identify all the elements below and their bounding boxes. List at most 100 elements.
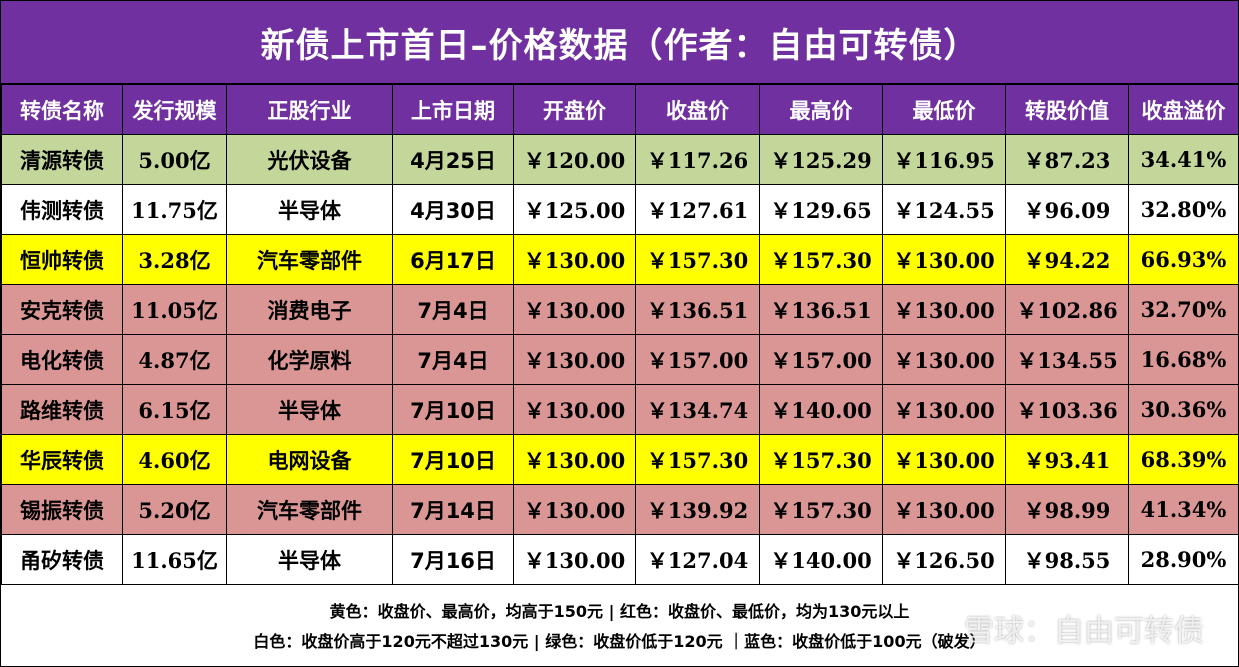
cell-list-date: 7月4日: [392, 334, 514, 385]
bond-price-table: 转债名称 发行规模 正股行业 上市日期 开盘价 收盘价 最高价 最低价 转股价值 收盘溢价 清源转…: [1, 84, 1239, 585]
cell-premium: 34.41%: [1128, 134, 1239, 185]
cell-high: ￥157.00: [759, 334, 883, 385]
cell-high: ￥125.29: [759, 134, 883, 185]
cell-issue-size: 6.15亿: [122, 384, 227, 435]
legend-line-1: 黄色：收盘价、最高价，均高于150元 | 红色：收盘价、最低价，均为130元以上: [329, 601, 910, 621]
cell-name: 路维转债: [1, 384, 123, 435]
cell-open: ￥130.00: [513, 434, 636, 485]
cell-open: ￥130.00: [513, 284, 636, 335]
cell-premium: 66.93%: [1128, 234, 1239, 285]
header-col-premium: 收盘溢价: [1128, 84, 1239, 135]
cell-high: ￥157.30: [759, 434, 883, 485]
cell-high: ￥140.00: [759, 534, 883, 585]
cell-high: ￥157.30: [759, 234, 883, 285]
cell-name: 清源转债: [1, 134, 123, 185]
header-row: 转债名称 发行规模 正股行业 上市日期 开盘价 收盘价 最高价 最低价 转股价值 收盘溢价: [1, 84, 1239, 135]
cell-open: ￥130.00: [513, 384, 636, 435]
cell-industry: 半导体: [226, 534, 393, 585]
cell-issue-size: 4.87亿: [122, 334, 227, 385]
cell-list-date: 6月17日: [392, 234, 514, 285]
cell-name: 电化转债: [1, 334, 123, 385]
cell-low: ￥126.50: [882, 534, 1006, 585]
cell-close: ￥117.26: [635, 134, 760, 185]
cell-issue-size: 5.20亿: [122, 484, 227, 535]
cell-close: ￥136.51: [635, 284, 760, 335]
cell-list-date: 7月16日: [392, 534, 514, 585]
cell-list-date: 4月30日: [392, 184, 514, 235]
header-col-conversion-value: 转股价值: [1005, 84, 1129, 135]
table-row: 路维转债 6.15亿 半导体 7月10日 ￥130.00 ￥134.74 ￥140.00 ￥1…: [1, 384, 1239, 435]
cell-industry: 化学原料: [226, 334, 393, 385]
cell-open: ￥125.00: [513, 184, 636, 235]
cell-conversion-value: ￥103.36: [1005, 384, 1129, 435]
cell-name: 伟测转债: [1, 184, 123, 235]
table-body: 清源转债 5.00亿 光伏设备 4月25日 ￥120.00 ￥117.26 ￥125.29 ￥…: [1, 134, 1239, 585]
cell-high: ￥140.00: [759, 384, 883, 435]
table-row: 甬矽转债 11.65亿 半导体 7月16日 ￥130.00 ￥127.04 ￥140.00 ￥…: [1, 534, 1239, 585]
cell-issue-size: 11.75亿: [122, 184, 227, 235]
cell-industry: 汽车零部件: [226, 234, 393, 285]
header-col-industry: 正股行业: [226, 84, 393, 135]
header-col-high: 最高价: [759, 84, 883, 135]
header-col-name: 转债名称: [1, 84, 123, 135]
cell-conversion-value: ￥96.09: [1005, 184, 1129, 235]
cell-industry: 消费电子: [226, 284, 393, 335]
cell-conversion-value: ￥87.23: [1005, 134, 1129, 185]
cell-low: ￥130.00: [882, 284, 1006, 335]
table-row: 华辰转债 4.60亿 电网设备 7月10日 ￥130.00 ￥157.30 ￥157.30 ￥…: [1, 434, 1239, 485]
table-row: 锡振转债 5.20亿 汽车零部件 7月14日 ￥130.00 ￥139.92 ￥157.30…: [1, 484, 1239, 535]
cell-list-date: 7月10日: [392, 384, 514, 435]
cell-close: ￥157.30: [635, 434, 760, 485]
cell-issue-size: 4.60亿: [122, 434, 227, 485]
cell-conversion-value: ￥102.86: [1005, 284, 1129, 335]
cell-high: ￥129.65: [759, 184, 883, 235]
header-col-low: 最低价: [882, 84, 1006, 135]
table-row: 恒帅转债 3.28亿 汽车零部件 6月17日 ￥130.00 ￥157.30 ￥157.30…: [1, 234, 1239, 285]
cell-list-date: 4月25日: [392, 134, 514, 185]
cell-issue-size: 5.00亿: [122, 134, 227, 185]
cell-open: ￥130.00: [513, 334, 636, 385]
header-col-issue-size: 发行规模: [122, 84, 227, 135]
cell-premium: 32.80%: [1128, 184, 1239, 235]
cell-premium: 41.34%: [1128, 484, 1239, 535]
cell-close: ￥127.61: [635, 184, 760, 235]
cell-conversion-value: ￥134.55: [1005, 334, 1129, 385]
cell-industry: 半导体: [226, 384, 393, 435]
cell-close: ￥139.92: [635, 484, 760, 535]
cell-list-date: 7月14日: [392, 484, 514, 535]
cell-premium: 16.68%: [1128, 334, 1239, 385]
cell-premium: 68.39%: [1128, 434, 1239, 485]
cell-close: ￥134.74: [635, 384, 760, 435]
color-legend: 黄色：收盘价、最高价，均高于150元 | 红色：收盘价、最低价，均为130元以上…: [1, 583, 1238, 666]
cell-list-date: 7月4日: [392, 284, 514, 335]
cell-name: 华辰转债: [1, 434, 123, 485]
cell-name: 甬矽转债: [1, 534, 123, 585]
cell-low: ￥130.00: [882, 384, 1006, 435]
cell-conversion-value: ￥98.99: [1005, 484, 1129, 535]
cell-close: ￥157.00: [635, 334, 760, 385]
cell-premium: 28.90%: [1128, 534, 1239, 585]
cell-conversion-value: ￥94.22: [1005, 234, 1129, 285]
cell-industry: 电网设备: [226, 434, 393, 485]
cell-low: ￥130.00: [882, 234, 1006, 285]
cell-industry: 汽车零部件: [226, 484, 393, 535]
cell-high: ￥136.51: [759, 284, 883, 335]
cell-open: ￥130.00: [513, 534, 636, 585]
cell-low: ￥130.00: [882, 334, 1006, 385]
cell-open: ￥130.00: [513, 234, 636, 285]
cell-industry: 半导体: [226, 184, 393, 235]
sheet-title: 新债上市首日–价格数据（作者：自由可转债）: [1, 1, 1238, 84]
cell-industry: 光伏设备: [226, 134, 393, 185]
cell-issue-size: 3.28亿: [122, 234, 227, 285]
cell-premium: 30.36%: [1128, 384, 1239, 435]
cell-open: ￥130.00: [513, 484, 636, 535]
table-row: 清源转债 5.00亿 光伏设备 4月25日 ￥120.00 ￥117.26 ￥125.29 ￥…: [1, 134, 1239, 185]
table-row: 电化转债 4.87亿 化学原料 7月4日 ￥130.00 ￥157.00 ￥157.00 ￥1…: [1, 334, 1239, 385]
table-row: 安克转债 11.05亿 消费电子 7月4日 ￥130.00 ￥136.51 ￥136.51 ￥…: [1, 284, 1239, 335]
cell-low: ￥116.95: [882, 134, 1006, 185]
cell-close: ￥127.04: [635, 534, 760, 585]
cell-issue-size: 11.65亿: [122, 534, 227, 585]
table-row: 伟测转债 11.75亿 半导体 4月30日 ￥125.00 ￥127.61 ￥129.65 ￥…: [1, 184, 1239, 235]
cell-name: 恒帅转债: [1, 234, 123, 285]
